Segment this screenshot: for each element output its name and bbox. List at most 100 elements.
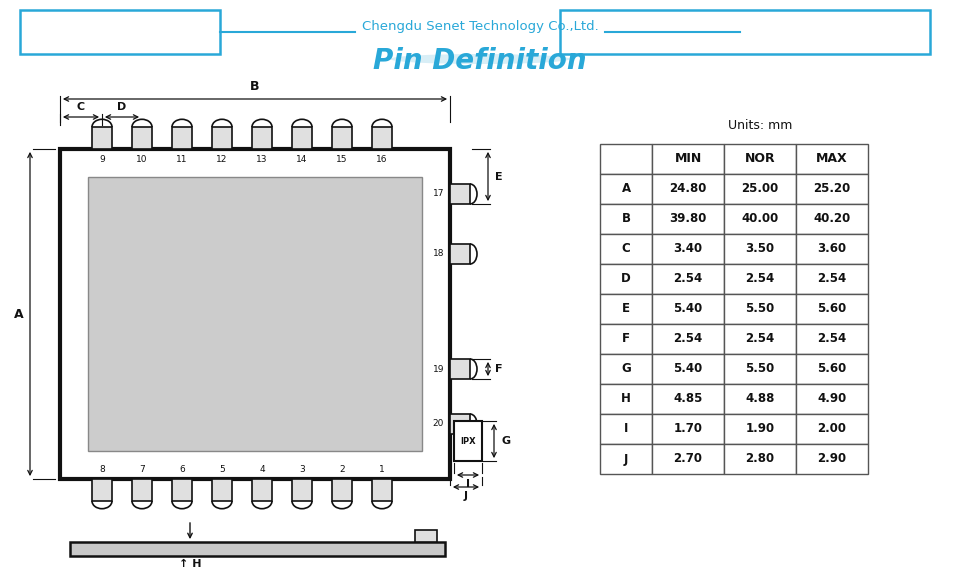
Bar: [796, 294, 868, 324]
Bar: [724, 174, 796, 204]
Text: 2.54: 2.54: [817, 332, 847, 346]
Bar: [724, 264, 796, 294]
Text: D: D: [117, 102, 127, 112]
Bar: [292, 479, 312, 501]
Text: 2.70: 2.70: [674, 452, 703, 466]
Text: 5.40: 5.40: [673, 363, 703, 375]
Bar: [652, 204, 724, 234]
Text: A: A: [621, 183, 631, 196]
Text: E: E: [622, 302, 630, 316]
Bar: [60, 149, 450, 479]
Bar: [724, 144, 796, 174]
Text: 24.80: 24.80: [669, 183, 707, 196]
Text: 4.88: 4.88: [745, 393, 775, 405]
Text: I: I: [624, 422, 628, 436]
Text: 3: 3: [300, 465, 305, 474]
Text: 5.50: 5.50: [745, 302, 775, 316]
Text: 1.70: 1.70: [674, 422, 703, 436]
Text: 3.40: 3.40: [673, 242, 703, 255]
Bar: [600, 144, 652, 174]
Bar: [724, 234, 796, 264]
Text: Chengdu Senet Technology Co.,Ltd.: Chengdu Senet Technology Co.,Ltd.: [362, 20, 598, 33]
Bar: [450, 359, 470, 379]
Text: 1: 1: [379, 465, 385, 474]
Bar: [212, 479, 232, 501]
Text: MAX: MAX: [816, 153, 848, 165]
Text: 19: 19: [433, 364, 444, 374]
Bar: [372, 127, 392, 149]
Bar: [796, 144, 868, 174]
Bar: [600, 444, 652, 474]
Text: G: G: [621, 363, 631, 375]
Bar: [724, 204, 796, 234]
Bar: [20, 10, 220, 54]
Bar: [132, 127, 152, 149]
Bar: [600, 204, 652, 234]
Text: 40.00: 40.00: [741, 212, 779, 226]
Text: 2.54: 2.54: [745, 332, 775, 346]
Text: A: A: [14, 308, 24, 320]
Bar: [454, 421, 482, 461]
Text: 18: 18: [433, 250, 444, 258]
Text: F: F: [622, 332, 630, 346]
Text: C: C: [622, 242, 631, 255]
Text: 2.90: 2.90: [817, 452, 847, 466]
Text: IPX: IPX: [460, 436, 476, 445]
Text: 5: 5: [219, 465, 225, 474]
Text: 2.54: 2.54: [673, 332, 703, 346]
Bar: [372, 479, 392, 501]
Text: 4: 4: [259, 465, 265, 474]
Bar: [796, 384, 868, 414]
Bar: [560, 10, 930, 54]
Text: 1.90: 1.90: [745, 422, 775, 436]
Text: 40.20: 40.20: [813, 212, 851, 226]
Text: ↑ H: ↑ H: [179, 559, 202, 569]
Bar: [652, 324, 724, 354]
Text: Units: mm: Units: mm: [728, 119, 792, 132]
Text: D: D: [621, 273, 631, 285]
Bar: [652, 384, 724, 414]
Bar: [132, 479, 152, 501]
Bar: [796, 444, 868, 474]
Bar: [332, 127, 352, 149]
Text: 5.40: 5.40: [673, 302, 703, 316]
Text: B: B: [621, 212, 631, 226]
Bar: [600, 264, 652, 294]
Bar: [796, 234, 868, 264]
Bar: [724, 354, 796, 384]
Text: 39.80: 39.80: [669, 212, 707, 226]
Bar: [600, 324, 652, 354]
Text: 6: 6: [180, 465, 185, 474]
Bar: [652, 414, 724, 444]
Bar: [172, 127, 192, 149]
Text: 5.60: 5.60: [817, 363, 847, 375]
Text: F: F: [495, 364, 502, 374]
Bar: [796, 354, 868, 384]
Text: G: G: [501, 436, 510, 446]
Bar: [796, 174, 868, 204]
Text: 11: 11: [177, 155, 188, 164]
Bar: [252, 127, 272, 149]
Bar: [212, 127, 232, 149]
Bar: [450, 244, 470, 264]
Text: 14: 14: [297, 155, 308, 164]
Text: NOR: NOR: [745, 153, 776, 165]
Text: 13: 13: [256, 155, 268, 164]
Text: C: C: [77, 102, 85, 112]
Bar: [796, 324, 868, 354]
Bar: [724, 324, 796, 354]
Bar: [600, 354, 652, 384]
Text: 4.85: 4.85: [673, 393, 703, 405]
Bar: [724, 384, 796, 414]
Text: 10: 10: [136, 155, 148, 164]
Text: 16: 16: [376, 155, 388, 164]
Text: 2.80: 2.80: [745, 452, 775, 466]
Bar: [652, 144, 724, 174]
Bar: [652, 444, 724, 474]
Text: 2.54: 2.54: [745, 273, 775, 285]
Bar: [450, 414, 470, 434]
Bar: [252, 479, 272, 501]
Bar: [92, 479, 112, 501]
Text: H: H: [621, 393, 631, 405]
Text: E: E: [495, 172, 503, 181]
